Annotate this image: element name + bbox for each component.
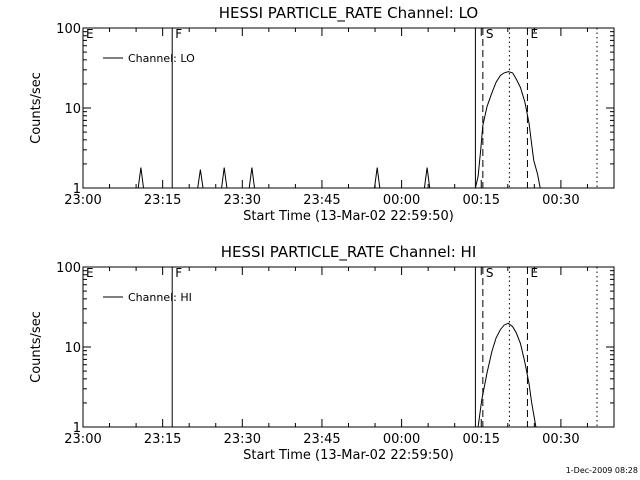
x-tick-label: 00:00 [383,193,420,208]
timestamp-footer: 1-Dec-2009 08:28 [565,466,638,475]
x-tick-label: 00:00 [383,432,420,447]
event-marker-label: E [530,27,538,41]
x-tick-label: 23:45 [303,432,340,447]
event-marker-label: E [86,266,94,280]
chart-title: HESSI PARTICLE_RATE Channel: HI [221,243,477,262]
x-axis-label: Start Time (13-Mar-02 22:59:50) [243,209,454,224]
legend-label: Channel: HI [128,291,192,304]
x-tick-label: 00:30 [542,432,579,447]
x-axis-label: Start Time (13-Mar-02 22:59:50) [243,448,454,463]
event-marker-label: S [486,266,494,280]
y-axis-label: Counts/sec [29,311,44,383]
x-tick-label: 23:30 [224,432,261,447]
x-tick-label: 23:00 [64,432,101,447]
event-marker-label: F [175,266,182,280]
y-tick-label: 100 [56,261,81,276]
chart-title: HESSI PARTICLE_RATE Channel: LO [219,4,478,23]
y-tick-label: 1 [73,182,81,197]
x-tick-label: 00:30 [542,193,579,208]
series-line [83,322,614,428]
y-tick-label: 1 [73,421,81,436]
legend-label: Channel: LO [128,52,195,65]
event-marker-label: F [175,27,182,41]
y-axis-label: Counts/sec [29,72,44,144]
event-marker-label: E [530,266,538,280]
chart-panel-2: HESSI PARTICLE_RATE Channel: HI 23:00 23:1… [29,243,615,463]
event-marker-label: E [86,27,94,41]
event-marker-label: S [486,27,494,41]
y-tick-label: 10 [64,102,81,117]
y-tick-label: 10 [64,341,81,356]
x-tick-label: 00:15 [463,193,500,208]
x-tick-label: 23:15 [144,432,181,447]
x-tick-label: 00:15 [463,432,500,447]
chart-panel-1: HESSI PARTICLE_RATE Channel: LO 23:00 23:1… [29,4,615,224]
x-tick-label: 23:00 [64,193,101,208]
series-line [83,71,614,189]
x-tick-label: 23:30 [224,193,261,208]
y-tick-label: 100 [56,22,81,37]
x-tick-label: 23:45 [303,193,340,208]
x-tick-label: 23:15 [144,193,181,208]
